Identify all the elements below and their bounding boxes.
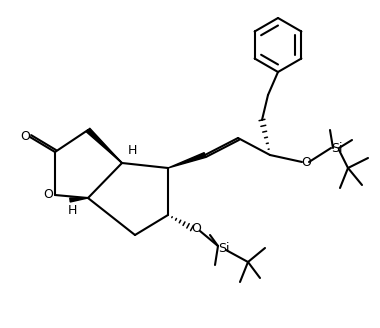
Text: Si: Si: [218, 241, 230, 255]
Polygon shape: [86, 128, 122, 163]
Text: O: O: [301, 155, 311, 169]
Text: O: O: [191, 221, 201, 235]
Text: O: O: [20, 131, 30, 144]
Polygon shape: [168, 153, 206, 168]
Polygon shape: [70, 198, 88, 202]
Text: Si: Si: [331, 141, 343, 154]
Text: H: H: [67, 203, 77, 216]
Text: H: H: [127, 145, 137, 157]
Text: O: O: [43, 189, 53, 201]
